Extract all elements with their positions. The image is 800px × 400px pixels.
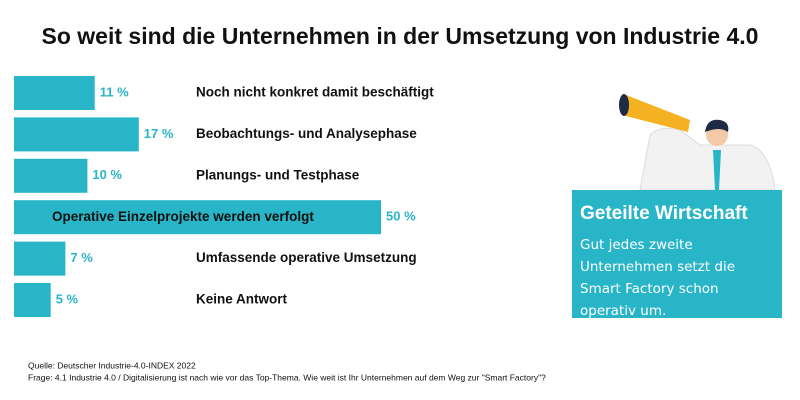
category-label: Planungs- und Testphase bbox=[196, 167, 360, 182]
value-label: 10 % bbox=[92, 167, 122, 182]
hair bbox=[705, 119, 729, 132]
category-label: Keine Antwort bbox=[196, 292, 288, 307]
bar bbox=[14, 241, 66, 276]
chart-title: So weit sind die Unternehmen in der Umse… bbox=[42, 23, 759, 49]
question: Frage: 4.1 Industrie 4.0 / Digitalisieru… bbox=[28, 372, 546, 382]
telescope bbox=[622, 95, 690, 132]
bar bbox=[14, 200, 381, 235]
bar bbox=[14, 283, 51, 317]
panel-title: Geteilte Wirtschaft bbox=[580, 203, 748, 224]
panel-text: Gut jedes zweite Unternehmen setzt die S… bbox=[580, 237, 735, 319]
telescope-lens bbox=[619, 94, 629, 116]
source: Quelle: Deutscher Industrie-4.0-INDEX 20… bbox=[28, 360, 196, 370]
value-label: 7 % bbox=[70, 250, 93, 265]
bar bbox=[14, 76, 95, 110]
category-label: Noch nicht konkret damit beschäftigt bbox=[196, 85, 434, 100]
value-label: 17 % bbox=[144, 126, 174, 141]
bar bbox=[14, 117, 139, 152]
tie bbox=[713, 150, 721, 190]
category-label: Operative Einzelprojekte werden verfolgt bbox=[52, 209, 314, 224]
value-label: 50 % bbox=[386, 209, 416, 224]
bar bbox=[14, 158, 88, 193]
panel bbox=[572, 190, 782, 318]
value-label: 11 % bbox=[100, 84, 129, 99]
illustration: Geteilte Wirtschaft bbox=[572, 94, 782, 318]
category-label: Beobachtungs- und Analysephase bbox=[196, 126, 417, 141]
value-label: 5 % bbox=[56, 291, 79, 306]
category-label: Umfassende operative Umsetzung bbox=[196, 250, 417, 265]
shirt bbox=[639, 127, 776, 191]
